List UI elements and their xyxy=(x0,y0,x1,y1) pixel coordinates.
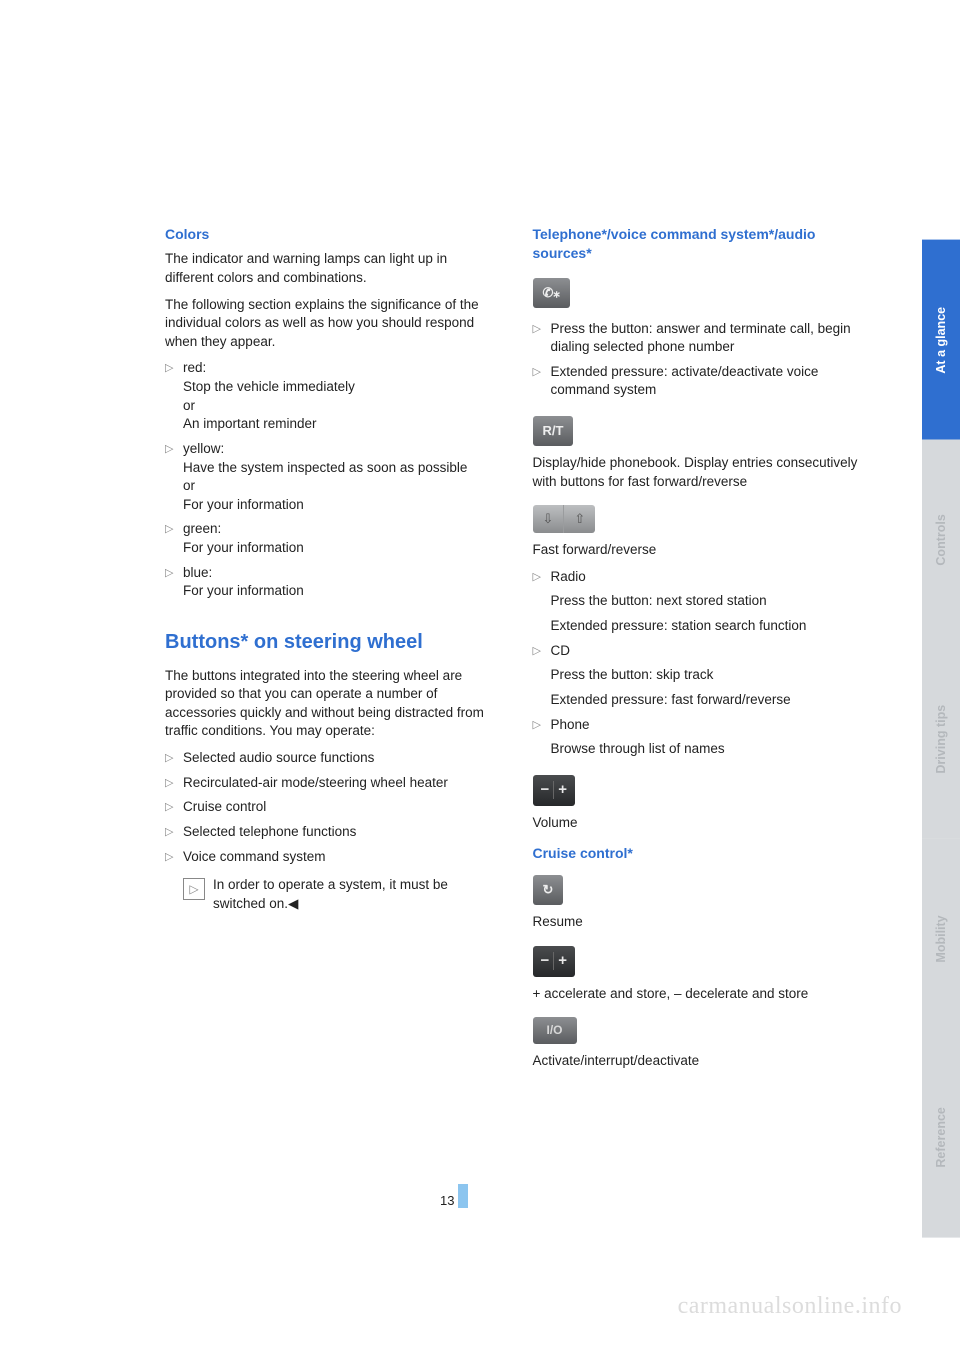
arrows-button-icon: ⇩⇧ xyxy=(533,505,596,533)
list-body: Radio Press the button: next stored stat… xyxy=(551,568,863,636)
buttons-p: The buttons integrated into the steering… xyxy=(165,667,495,742)
tab-mobility[interactable]: Mobility xyxy=(922,839,960,1039)
triangle-icon: ▷ xyxy=(165,749,183,766)
watermark: carmanualsonline.info xyxy=(678,1293,902,1320)
list-sub: Extended pressure: station search functi… xyxy=(551,617,863,636)
list-text: yellow: Have the system inspected as soo… xyxy=(183,440,495,515)
list-item: ▷Press the button: answer and terminate … xyxy=(533,320,863,357)
list-item: ▷Selected audio source functions xyxy=(165,749,495,768)
list-sub: Press the button: skip track xyxy=(551,666,863,685)
io-button-icon: I/O xyxy=(533,1017,577,1044)
triangle-icon: ▷ xyxy=(165,564,183,581)
page-number: 13 xyxy=(440,1184,468,1208)
list-sub: Extended pressure: fast forward/reverse xyxy=(551,691,863,710)
list-item: ▷ CD Press the button: skip track Extend… xyxy=(533,642,863,710)
phonebook-p: Display/hide phonebook. Display entries … xyxy=(533,454,863,491)
triangle-icon: ▷ xyxy=(165,520,183,537)
colors-list: ▷ red: Stop the vehicle immediately or A… xyxy=(165,359,495,601)
ffrw-label: Fast forward/reverse xyxy=(533,541,863,560)
triangle-icon: ▷ xyxy=(533,716,551,733)
list-item: ▷Cruise control xyxy=(165,798,495,817)
list-item: ▷Selected telephone functions xyxy=(165,823,495,842)
list-item: ▷Recirculated-air mode/steering wheel he… xyxy=(165,774,495,793)
colors-p2: The following section explains the signi… xyxy=(165,296,495,352)
tel-list: ▷Press the button: answer and terminate … xyxy=(533,320,863,401)
triangle-icon: ▷ xyxy=(165,774,183,791)
activate-label: Activate/interrupt/deactivate xyxy=(533,1052,863,1071)
list-text: Selected telephone functions xyxy=(183,823,495,842)
tab-at-a-glance[interactable]: At a glance xyxy=(922,240,960,440)
list-head: Phone xyxy=(551,716,863,735)
voice-button-icon: ✆⁎ xyxy=(533,278,570,308)
resume-label: Resume xyxy=(533,913,863,932)
left-column: Colors The indicator and warning lamps c… xyxy=(165,225,495,1318)
triangle-icon: ▷ xyxy=(533,363,551,380)
list-text: Cruise control xyxy=(183,798,495,817)
triangle-icon: ▷ xyxy=(533,320,551,337)
sidebar-tabs: At a glance Controls Driving tips Mobili… xyxy=(922,0,960,1358)
list-item: ▷ Phone Browse through list of names xyxy=(533,716,863,759)
list-item: ▷ Radio Press the button: next stored st… xyxy=(533,568,863,636)
triangle-icon: ▷ xyxy=(533,568,551,585)
list-body: Phone Browse through list of names xyxy=(551,716,863,759)
tab-driving-tips[interactable]: Driving tips xyxy=(922,639,960,839)
resume-button-icon: ↻ xyxy=(533,875,564,905)
triangle-icon: ▷ xyxy=(165,440,183,457)
right-column: Telephone*/voice command system*/audio s… xyxy=(533,225,863,1318)
colors-heading: Colors xyxy=(165,225,495,244)
triangle-icon: ▷ xyxy=(165,798,183,815)
accel-button-icon: −+ xyxy=(533,946,576,977)
ffrw-list: ▷ Radio Press the button: next stored st… xyxy=(533,568,863,759)
page-number-bar-icon xyxy=(458,1184,468,1208)
buttons-heading: Buttons* on steering wheel xyxy=(165,629,495,657)
triangle-icon: ▷ xyxy=(165,823,183,840)
list-text: green: For your information xyxy=(183,520,495,557)
cruise-heading: Cruise control* xyxy=(533,844,863,863)
list-item: ▷ yellow: Have the system inspected as s… xyxy=(165,440,495,515)
volume-button-icon: −+ xyxy=(533,775,576,806)
triangle-icon: ▷ xyxy=(533,642,551,659)
list-item: ▷ red: Stop the vehicle immediately or A… xyxy=(165,359,495,434)
list-text: Press the button: answer and terminate c… xyxy=(551,320,863,357)
rt-button-icon: R/T xyxy=(533,416,574,446)
triangle-icon: ▷ xyxy=(165,359,183,376)
list-text: Extended pressure: activate/deactivate v… xyxy=(551,363,863,400)
list-sub: Press the button: next stored station xyxy=(551,592,863,611)
tab-controls[interactable]: Controls xyxy=(922,440,960,640)
list-text: Recirculated-air mode/steering wheel hea… xyxy=(183,774,495,793)
list-sub: Browse through list of names xyxy=(551,740,863,759)
list-text: Selected audio source functions xyxy=(183,749,495,768)
list-head: Radio xyxy=(551,568,863,587)
list-item: ▷Extended pressure: activate/deactivate … xyxy=(533,363,863,400)
note-icon: ▷ xyxy=(183,878,205,900)
list-body: CD Press the button: skip track Extended… xyxy=(551,642,863,710)
telephone-heading: Telephone*/voice command system*/audio s… xyxy=(533,225,863,264)
accel-label: + accelerate and store, – decelerate and… xyxy=(533,985,863,1004)
note-row: ▷ In order to operate a system, it must … xyxy=(183,876,495,913)
list-item: ▷Voice command system xyxy=(165,848,495,867)
colors-p1: The indicator and warning lamps can ligh… xyxy=(165,250,495,287)
content-area: Colors The indicator and warning lamps c… xyxy=(0,0,922,1358)
page: Colors The indicator and warning lamps c… xyxy=(0,0,960,1358)
note-text: In order to operate a system, it must be… xyxy=(213,876,495,913)
list-text: red: Stop the vehicle immediately or An … xyxy=(183,359,495,434)
list-item: ▷ blue: For your information xyxy=(165,564,495,601)
list-text: Voice command system xyxy=(183,848,495,867)
page-number-text: 13 xyxy=(440,1193,454,1208)
list-head: CD xyxy=(551,642,863,661)
list-item: ▷ green: For your information xyxy=(165,520,495,557)
list-text: blue: For your information xyxy=(183,564,495,601)
volume-label: Volume xyxy=(533,814,863,833)
triangle-icon: ▷ xyxy=(165,848,183,865)
tab-reference[interactable]: Reference xyxy=(922,1038,960,1238)
buttons-list: ▷Selected audio source functions ▷Recirc… xyxy=(165,749,495,866)
